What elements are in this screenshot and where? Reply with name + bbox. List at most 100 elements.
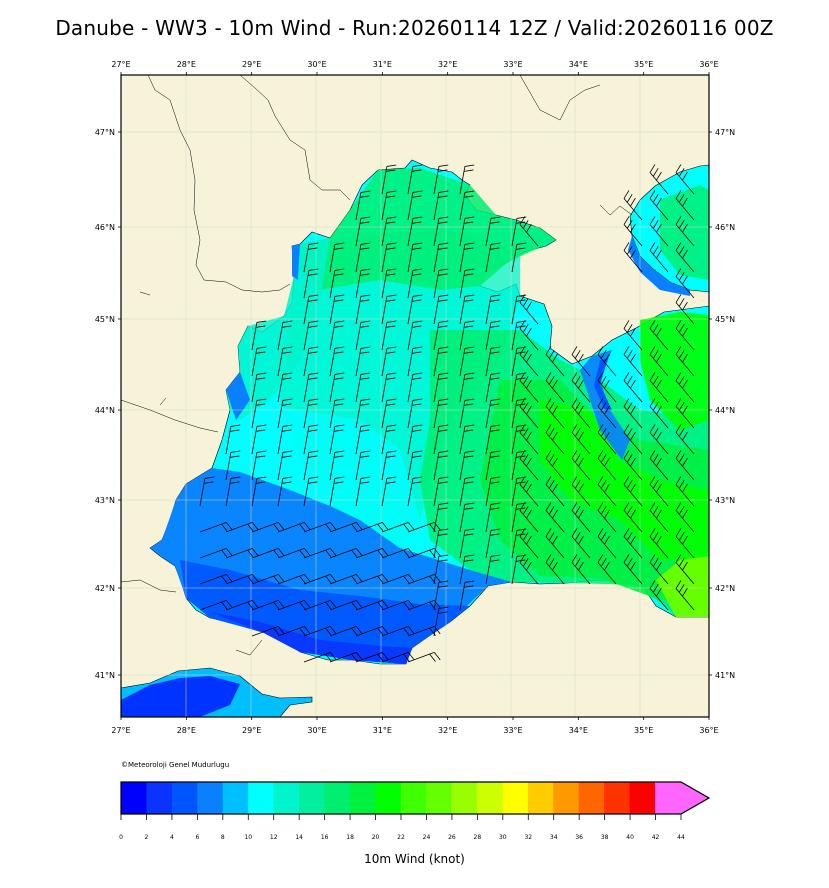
wind-barb xyxy=(433,320,449,351)
wind-barb xyxy=(649,164,669,195)
wind-barb xyxy=(381,164,397,195)
wind-barb xyxy=(675,502,695,533)
colorbar-outline xyxy=(120,781,711,815)
colorbar-tick-label: 0 xyxy=(119,834,123,841)
wind-barb xyxy=(329,346,345,377)
wind-barb xyxy=(407,652,441,663)
wind-barb xyxy=(459,502,475,533)
wind-barb xyxy=(251,450,267,481)
wind-barb xyxy=(485,346,501,377)
wind-barb xyxy=(649,476,669,507)
wind-barb xyxy=(277,522,311,533)
wind-barb xyxy=(251,522,285,533)
colorbar-tick-label: 20 xyxy=(372,834,380,841)
wind-barb xyxy=(433,424,449,455)
wind-barb xyxy=(623,346,643,377)
wind-barb xyxy=(329,522,363,533)
wind-barb xyxy=(303,626,337,637)
wind-barb xyxy=(597,346,617,377)
wind-barb xyxy=(649,398,669,429)
country-borders xyxy=(121,75,633,656)
wind-barb xyxy=(519,216,539,247)
wind-barb xyxy=(433,502,449,533)
lon-label-top: 33°E xyxy=(503,60,522,69)
wind-barb xyxy=(675,528,695,559)
lon-label-top: 32°E xyxy=(438,60,457,69)
lat-label-right: 43°N xyxy=(715,496,735,505)
wind-barb xyxy=(303,476,319,507)
wind-barb xyxy=(545,424,565,455)
wind-barb xyxy=(571,528,591,559)
lon-label-bottom: 32°E xyxy=(438,726,457,735)
wind-barb xyxy=(675,242,695,273)
wind-barb xyxy=(459,190,475,221)
colorbar: 0 2 4 6 8 10 12 14 16 18 20 22 24 26 28 30 32 34 36 38 40 42 4… xyxy=(119,781,711,841)
colorbar-tick-label: 38 xyxy=(601,834,609,841)
wind-barb xyxy=(355,216,371,247)
lat-label-right: 44°N xyxy=(715,406,735,415)
colorbar-tick-label: 28 xyxy=(474,834,482,841)
wind-barb xyxy=(277,600,311,611)
wind-barb xyxy=(251,372,267,403)
wind-barb xyxy=(433,242,449,273)
wind-barb xyxy=(329,268,345,299)
colorbar-tick-label: 22 xyxy=(397,834,405,841)
wind-barb xyxy=(519,450,539,481)
lat-label-left: 42°N xyxy=(95,584,115,593)
colorbar-tick-label: 2 xyxy=(145,834,149,841)
wind-barb xyxy=(649,372,669,403)
wind-barb xyxy=(545,528,565,559)
wind-barb xyxy=(355,398,371,429)
wind-barb xyxy=(675,554,695,585)
wind-barb xyxy=(675,320,695,351)
wind-barb xyxy=(459,554,475,585)
wind-barb xyxy=(623,320,643,351)
wind-barb xyxy=(355,574,389,585)
wind-barb xyxy=(355,652,389,663)
wind-barb xyxy=(381,216,397,247)
wind-barb xyxy=(277,626,311,637)
wind-barb xyxy=(433,216,449,247)
lon-label-top: 30°E xyxy=(307,60,326,69)
colorbar-tick-label: 36 xyxy=(575,834,583,841)
wind-barb xyxy=(381,372,397,403)
colorbar-swatch xyxy=(527,782,554,814)
wind-barb xyxy=(485,294,501,325)
wind-barb xyxy=(329,600,363,611)
wind-barb xyxy=(519,346,539,377)
colorbar-tick-label: 30 xyxy=(499,834,507,841)
wind-barb xyxy=(519,424,539,455)
wind-barb xyxy=(251,626,285,637)
wind-barb xyxy=(623,242,643,273)
wind-barb xyxy=(519,320,539,351)
colorbar-swatch xyxy=(222,782,249,814)
wind-barb xyxy=(649,554,669,585)
wind-barb xyxy=(597,502,617,533)
wind-barb xyxy=(433,476,449,507)
wind-barb xyxy=(649,424,669,455)
wind-barb xyxy=(649,320,669,351)
wind-barb xyxy=(251,320,267,351)
wind-barb xyxy=(355,522,389,533)
wind-barb xyxy=(251,398,267,429)
wind-barb xyxy=(519,398,539,429)
wind-barb xyxy=(407,398,423,429)
colorbar-swatch xyxy=(375,782,402,814)
wind-barb xyxy=(355,242,371,273)
wind-barb xyxy=(329,626,363,637)
wind-barb xyxy=(485,528,501,559)
wind-barb xyxy=(433,398,449,429)
wind-barb xyxy=(433,580,449,611)
axis-labels: 27°E 27°E 28°E 28°E 29°E 29°E 30°E 30°E 31°E 31°E… xyxy=(95,60,735,735)
wind-barb xyxy=(355,294,371,325)
wind-barb xyxy=(381,476,397,507)
wind-barb xyxy=(433,294,449,325)
wind-barb xyxy=(459,450,475,481)
wind-barb xyxy=(485,450,501,481)
colorbar-swatch xyxy=(400,782,427,814)
colorbar-swatch xyxy=(197,782,224,814)
lat-label-left: 41°N xyxy=(95,671,115,680)
wind-barb xyxy=(381,450,397,481)
wind-barb xyxy=(199,522,233,533)
